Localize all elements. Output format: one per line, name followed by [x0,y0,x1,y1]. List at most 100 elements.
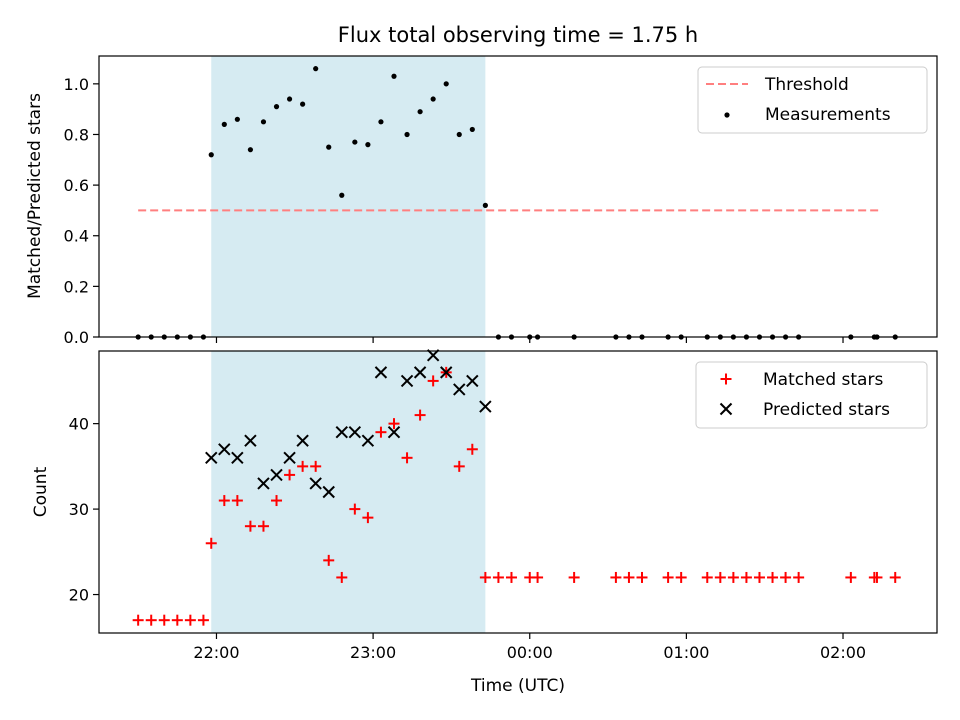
measurement-point [221,121,227,127]
matched-star-point [401,452,413,464]
predicted-star-point [322,485,335,499]
bottom-xtick-label: 22:00 [193,643,239,662]
predicted-star-point [466,374,479,388]
matched-star-point [780,571,792,583]
matched-star-point [492,571,504,583]
predicted-star-point [387,425,401,439]
predicted-star-point [361,434,375,447]
top-shade-rect [211,56,486,337]
matched-star-point [675,571,687,583]
matched-star-point [532,571,544,583]
matched-star-point [284,469,296,481]
measurement-point [273,104,280,110]
bottom-xtick-label: 23:00 [350,643,396,662]
measurement-point [391,73,397,79]
matched-star-point [184,614,196,626]
measurement-point [378,119,384,125]
bottom-xtick-label: 00:00 [507,643,553,662]
predicted-star-point [413,366,427,379]
measurement-point [260,119,267,125]
x-b [231,451,244,465]
predicted-star-point [257,477,270,490]
matched-star-point [793,571,805,583]
matched-star-point [753,571,765,583]
predicted-star-point [374,366,388,379]
predicted-star-point [283,451,296,465]
bottom-axes-frame [98,350,938,634]
predicted-star-point [426,349,440,362]
legend-predicted-label: Predicted stars [763,400,890,420]
x-b [400,374,414,388]
matched-star-point [740,571,752,583]
x-b [413,366,427,379]
bottom-ytick-label: 30 [69,500,89,519]
matched-star-point [310,460,322,472]
measurement-point [417,109,423,115]
x-b [335,425,348,439]
bottom-ylabel: Count [31,466,51,517]
bottom-matched-stars [132,366,901,626]
bottom-shaded-interval [211,351,486,633]
matched-star-point [479,571,491,583]
predicted-star-point [479,400,492,413]
matched-star-point [453,460,465,472]
matched-star-point [336,571,348,583]
measurement-point [404,131,410,138]
legend-measurements-swatch [724,112,730,118]
bottom-xtick-label: 02:00 [820,643,866,662]
top-ytick-label: 0.4 [64,227,89,246]
top-ytick-label: 1.0 [64,75,89,94]
top-legend-box [697,66,928,134]
matched-star-point [297,460,309,472]
matched-star-point [205,537,217,549]
x-b [426,349,440,362]
top-ylabel: Matched/Predicted stars [25,93,45,299]
x-b [283,451,296,465]
predicted-star-point [400,374,414,388]
x-b [296,434,309,447]
legend-plus-marker [720,373,732,385]
legend-x-marker [719,402,733,416]
matched-star-point [362,512,374,524]
predicted-star-point [205,451,218,465]
matched-star-point [714,571,726,583]
top-shaded-interval [211,56,486,337]
x-b [322,485,335,499]
matched-star-point [375,426,387,438]
top-ytick-label: 0.6 [64,176,89,195]
matched-star-point [427,375,439,387]
matched-star-point [197,614,209,626]
matched-star-point [218,495,230,507]
top-measurements [135,66,898,340]
measurement-point [208,152,214,158]
x-b [479,400,492,413]
matched-star-point [727,571,739,583]
matched-star-point [767,571,779,583]
x-b [466,374,479,388]
x-b [453,383,466,396]
matched-star-point [889,571,901,583]
top-ytick-label: 0.0 [64,328,89,347]
measurement-point [339,192,345,198]
top-panel: Flux total observing time = 1.75 h 0.00.… [25,23,938,347]
matched-star-point [414,409,426,421]
matched-star-point [244,520,256,532]
x-b [218,443,231,456]
matched-star-point [871,571,883,583]
predicted-star-point [244,434,257,447]
x-b [309,477,322,490]
bottom-y-ticks: 20 30 40 [69,415,99,605]
matched-star-point [158,614,170,626]
matched-star-point [701,571,713,583]
legend-matched-label: Matched stars [763,370,883,390]
matched-star-point [505,571,517,583]
measurement-point [365,142,371,148]
bottom-legend: Matched stars Predicted stars [695,361,928,429]
top-legend: Threshold Measurements [697,66,928,134]
measurement-point [300,101,306,107]
bottom-ytick-label: 20 [69,586,89,605]
measurement-point [430,96,436,102]
top-x-ticks [215,337,844,343]
x-b [270,468,283,482]
bottom-ytick-label: 40 [69,415,89,434]
